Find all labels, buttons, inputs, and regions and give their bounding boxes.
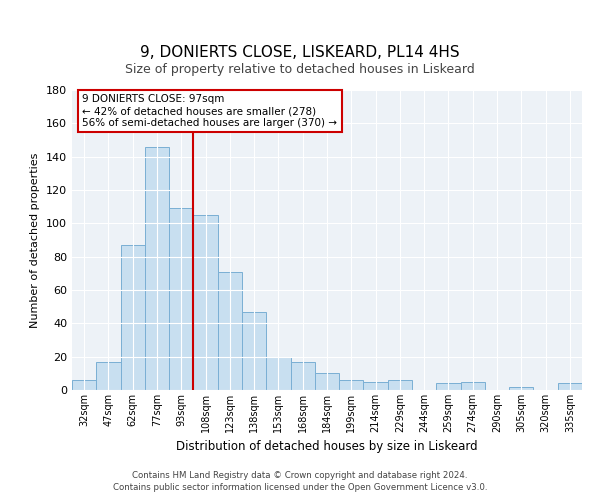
Bar [242,312,266,390]
Bar [145,146,169,390]
Bar [315,374,339,390]
Text: 9, DONIERTS CLOSE, LISKEARD, PL14 4HS: 9, DONIERTS CLOSE, LISKEARD, PL14 4HS [140,45,460,60]
Bar [436,384,461,390]
Text: Contains HM Land Registry data © Crown copyright and database right 2024.: Contains HM Land Registry data © Crown c… [132,472,468,480]
X-axis label: Distribution of detached houses by size in Liskeard: Distribution of detached houses by size … [176,440,478,454]
Bar [96,362,121,390]
Bar [266,356,290,390]
Bar [339,380,364,390]
Bar [72,380,96,390]
Bar [193,215,218,390]
Bar [169,208,193,390]
Bar [121,245,145,390]
Text: 9 DONIERTS CLOSE: 97sqm
← 42% of detached houses are smaller (278)
56% of semi-d: 9 DONIERTS CLOSE: 97sqm ← 42% of detache… [82,94,337,128]
Bar [509,386,533,390]
Bar [364,382,388,390]
Bar [218,272,242,390]
Text: Size of property relative to detached houses in Liskeard: Size of property relative to detached ho… [125,62,475,76]
Bar [461,382,485,390]
Bar [290,362,315,390]
Y-axis label: Number of detached properties: Number of detached properties [31,152,40,328]
Text: Contains public sector information licensed under the Open Government Licence v3: Contains public sector information licen… [113,482,487,492]
Bar [558,384,582,390]
Bar [388,380,412,390]
